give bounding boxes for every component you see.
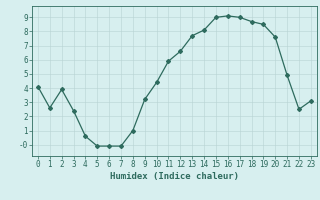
X-axis label: Humidex (Indice chaleur): Humidex (Indice chaleur) xyxy=(110,172,239,181)
